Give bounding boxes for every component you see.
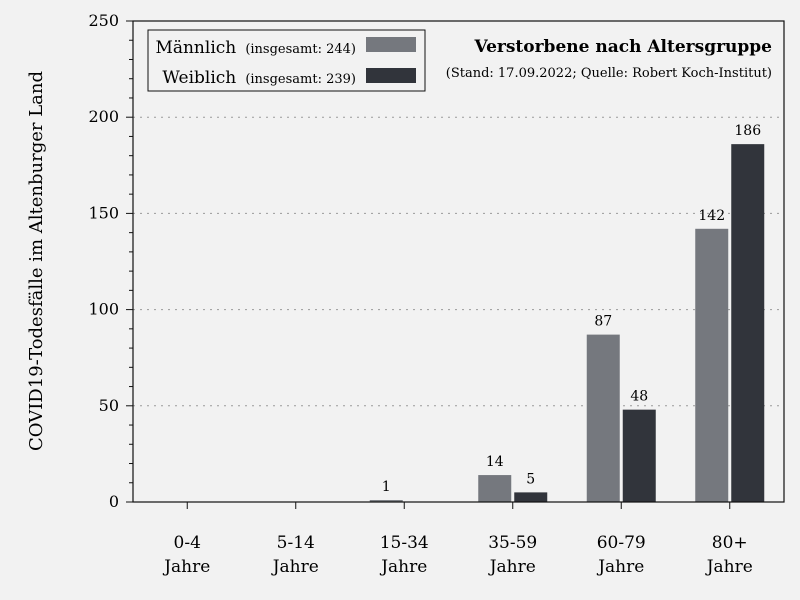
data-label: 186 xyxy=(734,123,761,139)
bar xyxy=(369,500,403,502)
legend-entry-female: Weiblich (insgesamt: 239) xyxy=(162,68,356,88)
plot-frame xyxy=(132,20,785,503)
legend-swatch-female xyxy=(366,68,416,83)
y-tick-label: 100 xyxy=(88,300,119,319)
x-tick-label: Jahre xyxy=(705,557,753,577)
bar xyxy=(478,475,512,502)
x-tick-label: 0-4 xyxy=(174,533,201,553)
axes xyxy=(126,20,785,509)
chart-title: Verstorbene nach Altersgruppe xyxy=(473,37,772,57)
x-tick-label: 80+ xyxy=(712,533,748,553)
x-tick-label: Jahre xyxy=(379,557,427,577)
bar xyxy=(731,144,765,503)
chart-subtitle: (Stand: 17.09.2022; Quelle: Robert Koch-… xyxy=(446,66,772,81)
x-tick-label: Jahre xyxy=(488,557,536,577)
legend-entry-male: Männlich (insgesamt: 244) xyxy=(155,38,356,58)
bar xyxy=(586,334,620,502)
x-tick-label: 35-59 xyxy=(488,533,537,553)
y-tick-label: 0 xyxy=(109,492,119,511)
bar xyxy=(695,228,729,503)
y-tick-label: 200 xyxy=(88,107,119,126)
x-category-labels: 0-4 Jahre 5-14 Jahre 15-34 Jahre 35-59 Jahre 60-… xyxy=(162,533,753,577)
x-tick-label: Jahre xyxy=(162,557,210,577)
y-tick-labels: 0 50 100 150 200 250 xyxy=(88,11,119,511)
data-label: 14 xyxy=(486,454,504,470)
y-tick-label: 150 xyxy=(88,203,119,222)
x-tick-label: 15-34 xyxy=(380,533,429,553)
data-label: 1 xyxy=(382,479,391,495)
grid-lines xyxy=(133,116,784,407)
legend-swatch-male xyxy=(366,37,416,52)
x-tick-label: 5-14 xyxy=(277,533,315,553)
x-tick-label: 60-79 xyxy=(597,533,646,553)
data-label: 87 xyxy=(594,314,612,330)
data-label: 5 xyxy=(526,471,535,487)
x-tick-label: Jahre xyxy=(596,557,644,577)
legend: Männlich (insgesamt: 244) Weiblich (insg… xyxy=(147,29,426,92)
data-label: 142 xyxy=(698,208,725,224)
data-label: 48 xyxy=(630,389,648,405)
y-tick-label: 50 xyxy=(99,396,119,415)
data-labels: 1 14 5 87 48 142 186 xyxy=(382,123,761,495)
y-tick-label: 250 xyxy=(88,11,119,30)
x-tick-label: Jahre xyxy=(271,557,319,577)
bar xyxy=(622,409,656,502)
bar xyxy=(514,492,548,502)
y-axis-label: COVID19-Todesfälle im Altenburger Land xyxy=(26,71,47,451)
bars xyxy=(369,144,765,503)
